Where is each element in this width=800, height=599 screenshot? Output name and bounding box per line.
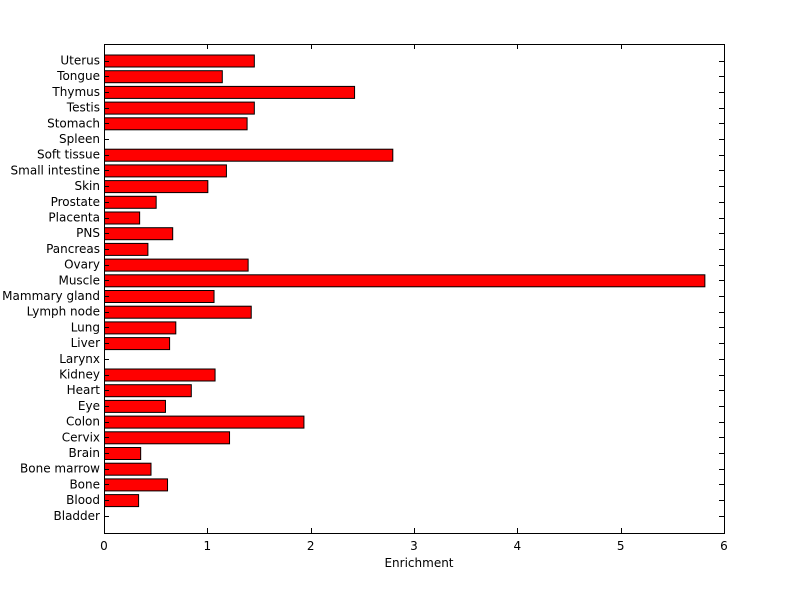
bar-pancreas	[104, 242, 149, 256]
x-tick-label: 2	[307, 539, 315, 553]
y-tick-label: Tongue	[56, 69, 100, 83]
y-tick-label: PNS	[76, 226, 100, 240]
bar-kidney	[104, 368, 216, 382]
bar-prostate	[104, 195, 157, 209]
y-tick-label: Thymus	[51, 85, 100, 99]
bar-mammary-gland	[104, 290, 215, 303]
bar-bone-marrow	[104, 462, 152, 476]
y-tick-label: Ovary	[64, 258, 100, 272]
bar-lymph-node	[104, 305, 252, 319]
y-tick-label: Blood	[66, 493, 100, 507]
y-tick-label: Lung	[71, 320, 100, 334]
y-tick-label: Kidney	[59, 368, 100, 382]
bar-uterus	[104, 54, 255, 68]
x-tick-label: 6	[720, 539, 728, 553]
bar-cervix	[104, 431, 231, 445]
y-tick-label: Pancreas	[46, 242, 100, 256]
bar-placenta	[104, 211, 141, 225]
bar-small-intestine	[104, 164, 227, 178]
x-axis-title: Enrichment	[384, 556, 453, 570]
y-tick-label: Heart	[67, 383, 101, 397]
y-tick-label: Colon	[66, 415, 100, 429]
bars-group	[104, 54, 706, 508]
x-tick-label: 4	[514, 539, 522, 553]
y-tick-label: Placenta	[48, 211, 100, 225]
x-tick-label: 3	[410, 539, 418, 553]
bar-ovary	[104, 258, 249, 272]
y-tick-label: Soft tissue	[37, 148, 100, 162]
y-tick-label: Prostate	[51, 195, 100, 209]
bar-thymus	[104, 85, 356, 99]
y-tick-label: Small intestine	[11, 163, 100, 177]
y-tick-label: Liver	[71, 336, 101, 350]
y-tick-label: Eye	[78, 399, 100, 413]
y-tick-label: Uterus	[60, 54, 100, 68]
bar-bone	[104, 478, 169, 492]
y-tick-label: Bone	[69, 477, 100, 491]
y-tick-label: Bladder	[54, 509, 101, 523]
x-tick-label: 5	[617, 539, 625, 553]
x-ticks-group: 0 1 2 3 4 5 6	[100, 44, 728, 553]
y-tick-label: Brain	[69, 446, 100, 460]
bar-pns	[104, 227, 174, 241]
bar-eye	[104, 399, 166, 413]
y-tick-label: Muscle	[58, 273, 100, 287]
bar-stomach	[104, 117, 248, 131]
y-tick-label: Larynx	[59, 352, 100, 366]
y-tick-label: Spleen	[59, 132, 100, 146]
y-tick-label: Cervix	[62, 430, 100, 444]
bar-testis	[104, 101, 255, 115]
bar-lung	[104, 321, 177, 335]
bar-muscle	[104, 274, 706, 288]
y-tick-label: Testis	[66, 101, 100, 115]
y-tick-label: Lymph node	[27, 305, 100, 319]
bar-skin	[104, 180, 209, 194]
x-tick-label: 0	[100, 539, 108, 553]
bar-tongue	[104, 70, 223, 84]
bar-liver	[104, 337, 171, 351]
y-tick-label: Bone marrow	[20, 462, 100, 476]
x-tick-label: 1	[204, 539, 212, 553]
y-tick-label: Skin	[74, 179, 100, 193]
bar-blood	[104, 494, 140, 508]
bar-brain	[104, 447, 142, 460]
bar-heart	[104, 384, 192, 398]
bar-soft-tissue	[104, 148, 394, 162]
y-tick-label: Stomach	[47, 116, 100, 130]
plot-frame	[104, 44, 725, 534]
y-tick-label: Mammary gland	[2, 289, 100, 303]
bar-colon	[104, 415, 305, 429]
